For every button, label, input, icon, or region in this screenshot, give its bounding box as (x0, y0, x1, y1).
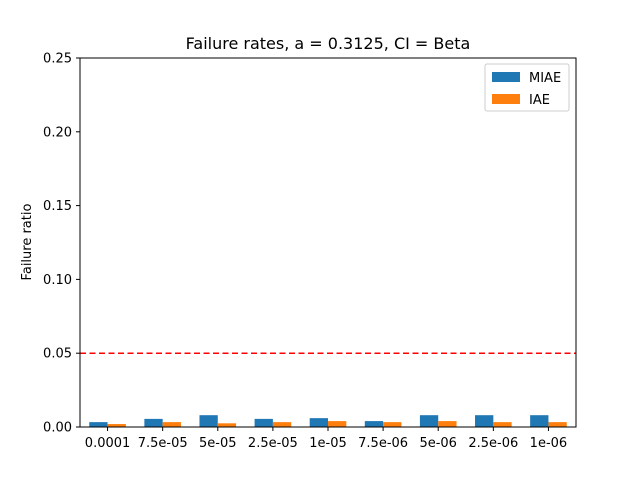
y-tick-label: 0.05 (43, 347, 72, 362)
bar-iae-3 (272, 422, 292, 427)
y-tick-label: 0.15 (43, 199, 72, 214)
chart-title: Failure rates, a = 0.3125, CI = Beta (186, 34, 471, 53)
bar-iae-1 (162, 422, 181, 427)
x-tick-label: 5e-06 (419, 436, 457, 451)
x-tick-label: 7.5e-05 (138, 436, 188, 451)
bar-miae-4 (309, 418, 328, 427)
y-tick-label: 0.25 (43, 52, 72, 67)
y-axis-label: Failure ratio (20, 204, 35, 281)
legend-label-miae: MIAE (529, 71, 561, 86)
x-tick-label: 5e-05 (199, 436, 237, 451)
y-tick-label: 0.00 (43, 421, 72, 436)
x-tick-label: 1e-06 (530, 436, 568, 451)
y-tick-label: 0.10 (43, 273, 72, 288)
bar-miae-6 (419, 415, 439, 427)
bar-miae-8 (530, 415, 549, 427)
bar-iae-2 (217, 423, 237, 427)
legend-swatch-iae (492, 94, 520, 104)
bar-iae-6 (438, 421, 457, 427)
y-tick-label: 0.20 (43, 125, 72, 140)
legend-swatch-miae (492, 72, 520, 82)
plot-area: 0.00 0.05 0.10 0.15 0.20 0.25 0.0001 7.5e-05 5e-… (43, 52, 577, 451)
bar-iae-0 (107, 424, 126, 427)
x-tick-label: 2.5e-05 (248, 436, 298, 451)
x-tick-label: 2.5e-06 (468, 436, 518, 451)
bar-miae-7 (475, 415, 494, 427)
bar-iae-4 (328, 421, 347, 427)
x-tick-label: 7.5e-06 (358, 436, 408, 451)
x-tick-label: 1e-05 (309, 436, 347, 451)
bar-miae-2 (199, 415, 218, 427)
x-tick-label: 0.0001 (85, 436, 131, 451)
bar-miae-3 (254, 418, 273, 427)
bar-iae-8 (548, 422, 567, 427)
bar-miae-1 (144, 418, 163, 427)
bar-iae-7 (493, 422, 512, 427)
bar-iae-5 (383, 422, 402, 427)
legend-label-iae: IAE (529, 93, 550, 108)
bar-miae-5 (364, 421, 384, 427)
bar-miae-0 (89, 422, 108, 427)
